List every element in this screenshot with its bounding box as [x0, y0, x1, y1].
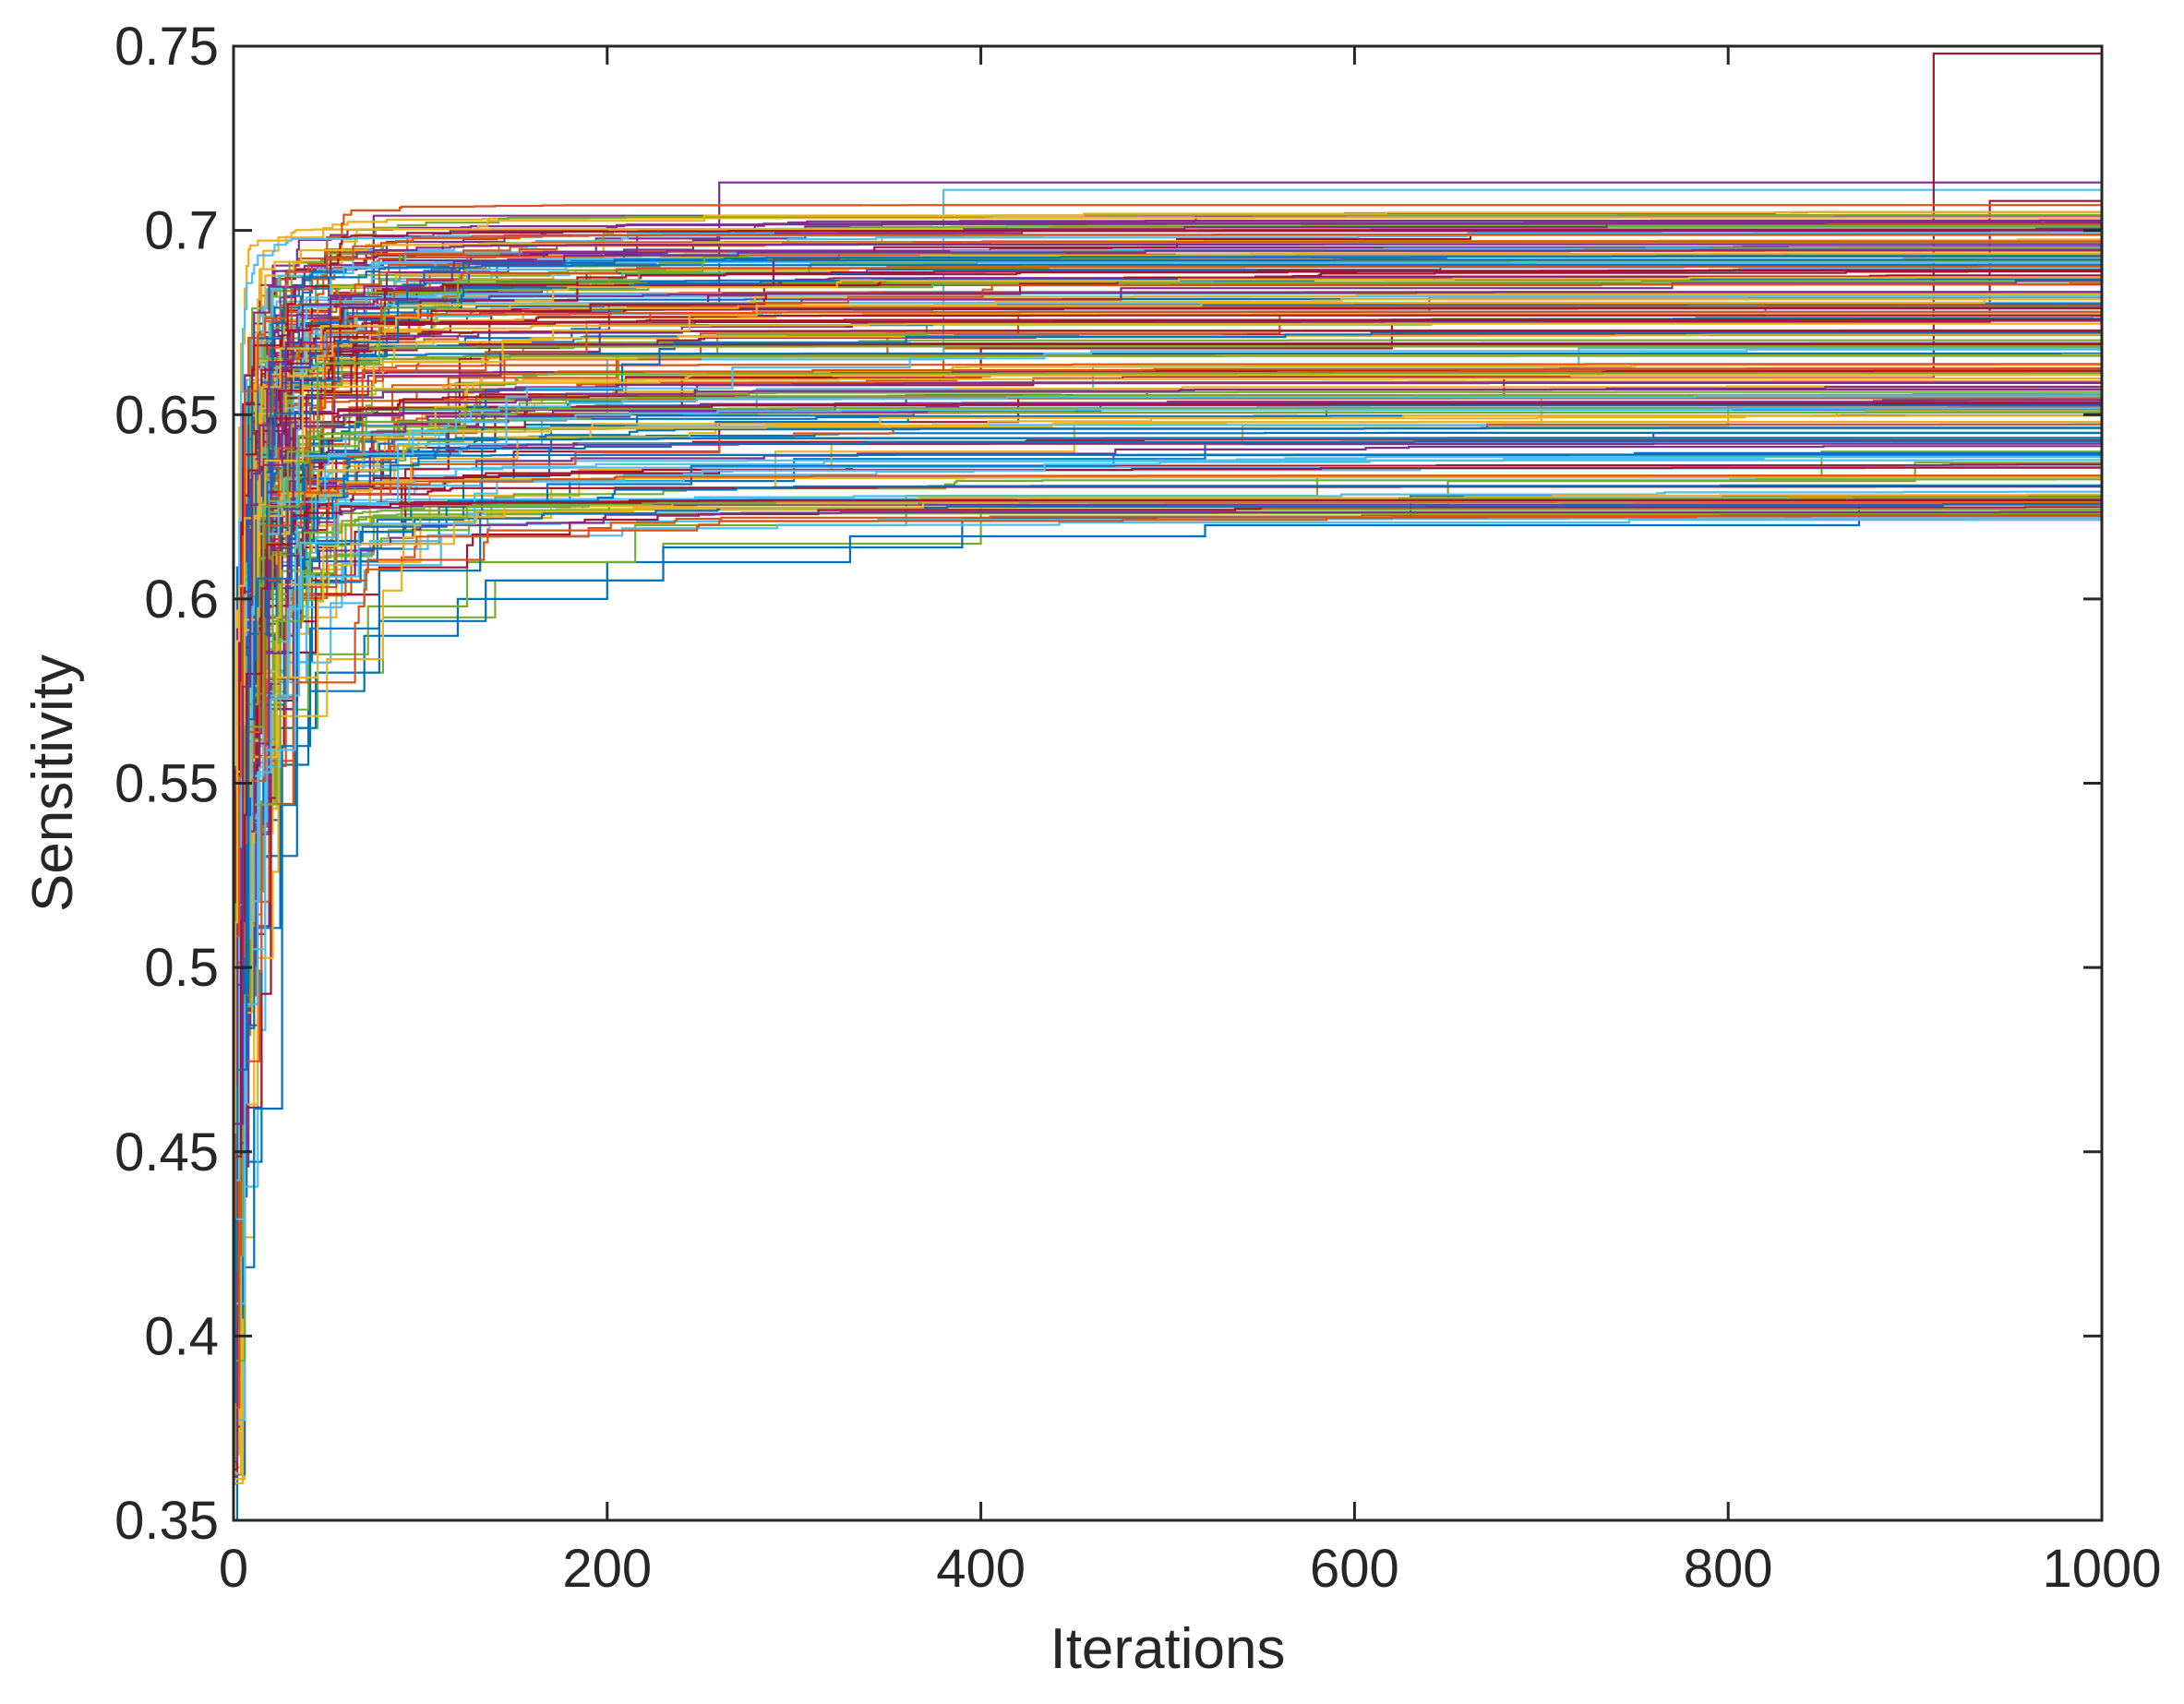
series-lines — [234, 52, 2102, 1520]
series-line — [234, 395, 2102, 1182]
series-line — [234, 263, 2102, 1273]
series-line — [234, 456, 2102, 1341]
y-tick-label: 0.4 — [144, 1306, 219, 1366]
y-tick-label: 0.75 — [114, 17, 219, 77]
y-tick-label: 0.55 — [114, 754, 219, 814]
series-line — [234, 276, 2102, 1134]
series-line — [234, 498, 2102, 1158]
series-line — [234, 439, 2102, 1403]
series-line — [234, 493, 2102, 1484]
y-tick-label: 0.35 — [114, 1491, 219, 1551]
series-line — [234, 348, 2102, 1220]
y-axis-ticks: 0.35 0.4 0.45 0.5 0.55 0.6 0.65 0.7 0.75 — [114, 17, 2102, 1551]
series-line — [234, 255, 2102, 1123]
series-line — [234, 393, 2102, 1191]
series-line — [234, 510, 2102, 1358]
x-axis-ticks: 0 200 400 600 800 1000 — [219, 46, 2162, 1599]
series-line — [234, 330, 2102, 1314]
y-axis-label: Sensitivity — [21, 654, 85, 912]
series-line — [234, 506, 2102, 1285]
x-tick-label: 1000 — [2042, 1539, 2161, 1599]
y-tick-label: 0.6 — [144, 570, 219, 630]
series-line — [234, 227, 2102, 1403]
series-line — [234, 453, 2102, 1305]
x-axis-label: Iterations — [1050, 1617, 1285, 1681]
y-tick-label: 0.7 — [144, 201, 219, 261]
y-tick-label: 0.45 — [114, 1122, 219, 1182]
series-line — [234, 410, 2102, 1426]
series-line — [234, 258, 2102, 1319]
x-tick-label: 200 — [562, 1539, 652, 1599]
series-line — [234, 474, 2102, 1209]
x-tick-label: 400 — [936, 1539, 1026, 1599]
series-line — [234, 291, 2102, 1363]
series-line — [234, 515, 2102, 1182]
y-tick-label: 0.5 — [144, 938, 219, 998]
plot-area: 0 200 400 600 800 1000 0.350.40.450.50.550.60… — [114, 17, 2161, 1599]
x-tick-label: 0 — [219, 1539, 248, 1599]
y-tick-label: 0.65 — [114, 385, 219, 445]
x-tick-label: 600 — [1310, 1539, 1399, 1599]
series-line — [234, 248, 2102, 1125]
x-tick-label: 800 — [1684, 1539, 1773, 1599]
